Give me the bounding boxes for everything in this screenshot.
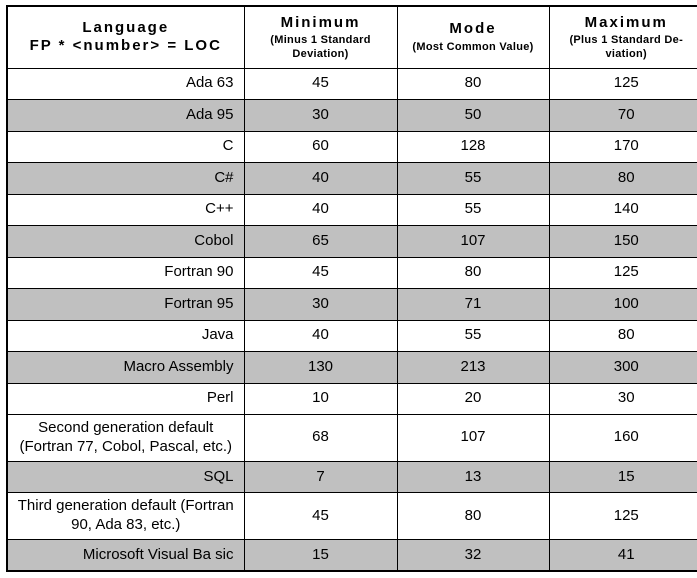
minimum-cell: 65	[243, 225, 398, 258]
maximum-cell: 150	[548, 225, 697, 258]
language-cell: Macro Assembly	[6, 351, 245, 384]
mode-cell: 107	[396, 225, 550, 258]
table-row: Microsoft Visual Ba sic 15 32 41	[6, 538, 697, 572]
minimum-cell: 15	[243, 538, 398, 572]
maximum-cell: 80	[548, 319, 697, 352]
table-row: Macro Assembly 130 213 300	[6, 351, 697, 384]
table-row: Perl 10 20 30	[6, 382, 697, 415]
minimum-cell: 30	[243, 288, 398, 321]
language-cell: Second generation default (Fortran 77, C…	[6, 414, 245, 462]
table-row: Fortran 95 30 71 100	[6, 288, 697, 321]
mode-cell: 107	[396, 414, 550, 462]
minimum-header-subtitle: (Minus 1 Standard Deviation)	[270, 34, 371, 60]
language-cell: SQL	[6, 460, 245, 494]
mode-cell: 71	[396, 288, 550, 321]
table-row: Third generation default (Fortran 90, Ad…	[6, 492, 697, 540]
mode-cell: 13	[396, 460, 550, 494]
maximum-column-header: Maximum (Plus 1 Standard De-viation)	[548, 5, 697, 69]
minimum-cell: 30	[243, 99, 398, 132]
minimum-column-header: Minimum (Minus 1 Standard Deviation)	[243, 5, 398, 69]
language-cell: Ada 63	[6, 67, 245, 100]
minimum-cell: 130	[243, 351, 398, 384]
maximum-cell: 125	[548, 67, 697, 100]
mode-cell: 55	[396, 319, 550, 352]
mode-column-header: Mode (Most Common Value)	[396, 5, 550, 69]
language-cell: C++	[6, 193, 245, 226]
language-header-title: Language	[82, 18, 170, 36]
language-cell: Third generation default (Fortran 90, Ad…	[6, 492, 245, 540]
table-row: Java 40 55 80	[6, 319, 697, 352]
language-cell: C	[6, 130, 245, 163]
table-row: Ada 63 45 80 125	[6, 67, 697, 100]
table-row: C++ 40 55 140	[6, 193, 697, 226]
maximum-cell: 160	[548, 414, 697, 462]
mode-cell: 80	[396, 256, 550, 289]
language-cell: Cobol	[6, 225, 245, 258]
minimum-cell: 40	[243, 193, 398, 226]
maximum-cell: 15	[548, 460, 697, 494]
minimum-cell: 45	[243, 492, 398, 540]
language-column-header: Language FP * <number> = LOC	[6, 5, 245, 69]
mode-cell: 55	[396, 162, 550, 195]
minimum-cell: 68	[243, 414, 398, 462]
language-cell: Microsoft Visual Ba sic	[6, 538, 245, 572]
table-row: SQL 7 13 15	[6, 460, 697, 494]
maximum-header-subtitle: (Plus 1 Standard De-viation)	[569, 34, 684, 60]
table-row: Ada 95 30 50 70	[6, 99, 697, 132]
header-row: Language FP * <number> = LOC Minimum (Mi…	[6, 5, 697, 69]
language-cell: Perl	[6, 382, 245, 415]
mode-cell: 128	[396, 130, 550, 163]
language-cell: Fortran 95	[6, 288, 245, 321]
minimum-cell: 40	[243, 162, 398, 195]
maximum-cell: 300	[548, 351, 697, 384]
maximum-cell: 170	[548, 130, 697, 163]
maximum-cell: 41	[548, 538, 697, 572]
fp-loc-conversion-table: Language FP * <number> = LOC Minimum (Mi…	[6, 5, 697, 572]
language-cell: C#	[6, 162, 245, 195]
maximum-cell: 70	[548, 99, 697, 132]
maximum-cell: 80	[548, 162, 697, 195]
mode-header-subtitle: (Most Common Value)	[412, 41, 534, 54]
language-cell: Java	[6, 319, 245, 352]
maximum-cell: 125	[548, 256, 697, 289]
minimum-cell: 45	[243, 67, 398, 100]
language-cell: Fortran 90	[6, 256, 245, 289]
minimum-cell: 7	[243, 460, 398, 494]
mode-cell: 80	[396, 67, 550, 100]
mode-cell: 213	[396, 351, 550, 384]
language-cell: Ada 95	[6, 99, 245, 132]
maximum-cell: 125	[548, 492, 697, 540]
table-row: C# 40 55 80	[6, 162, 697, 195]
minimum-cell: 60	[243, 130, 398, 163]
mode-cell: 80	[396, 492, 550, 540]
maximum-header-title: Maximum	[584, 13, 668, 31]
mode-header-title: Mode	[449, 20, 497, 38]
language-header-formula: FP * <number> = LOC	[29, 37, 222, 55]
mode-cell: 20	[396, 382, 550, 415]
maximum-cell: 30	[548, 382, 697, 415]
table-row: Fortran 90 45 80 125	[6, 256, 697, 289]
minimum-header-title: Minimum	[280, 13, 361, 31]
table-row: Cobol 65 107 150	[6, 225, 697, 258]
mode-cell: 55	[396, 193, 550, 226]
table-row: Second generation default (Fortran 77, C…	[6, 414, 697, 462]
minimum-cell: 40	[243, 319, 398, 352]
mode-cell: 32	[396, 538, 550, 572]
minimum-cell: 10	[243, 382, 398, 415]
table-row: C 60 128 170	[6, 130, 697, 163]
mode-cell: 50	[396, 99, 550, 132]
minimum-cell: 45	[243, 256, 398, 289]
maximum-cell: 100	[548, 288, 697, 321]
maximum-cell: 140	[548, 193, 697, 226]
